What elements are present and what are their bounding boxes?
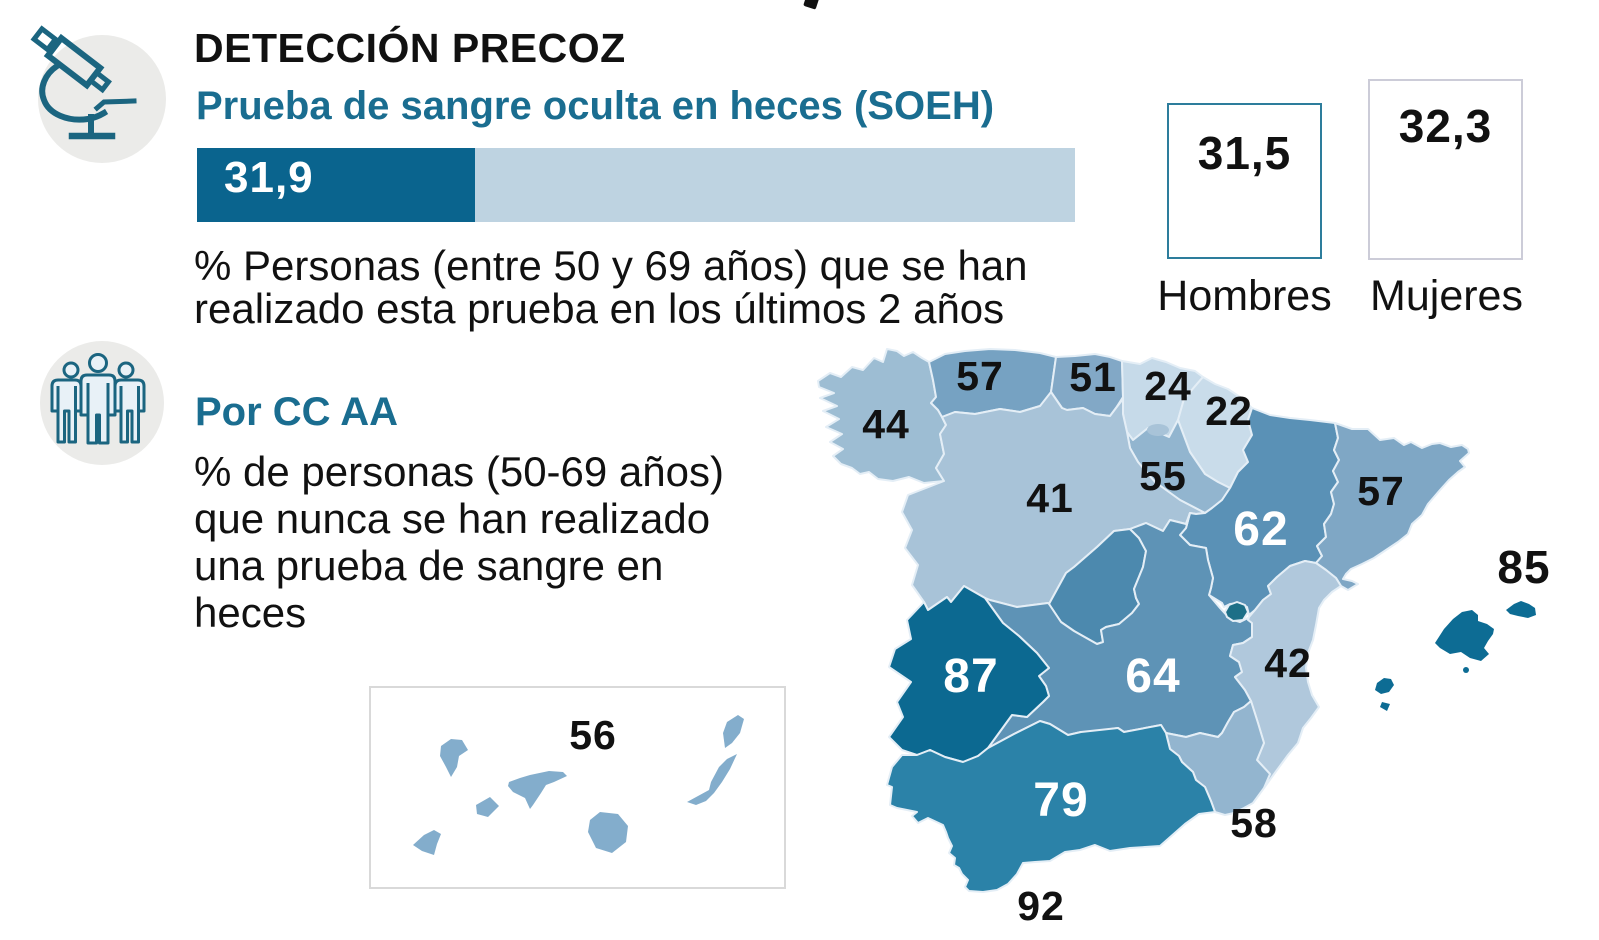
svg-text:22: 22 <box>1205 388 1253 434</box>
svg-text:41: 41 <box>1026 475 1074 521</box>
svg-text:62: 62 <box>1233 503 1288 556</box>
svg-text:85: 85 <box>1497 541 1550 593</box>
svg-text:42: 42 <box>1264 640 1312 686</box>
svg-text:44: 44 <box>862 401 910 447</box>
svg-text:92: 92 <box>1017 883 1065 929</box>
svg-text:79: 79 <box>1033 774 1088 827</box>
svg-text:64: 64 <box>1125 650 1180 703</box>
svg-text:56: 56 <box>569 712 617 758</box>
svg-text:55: 55 <box>1139 453 1187 499</box>
svg-text:51: 51 <box>1069 354 1117 400</box>
svg-text:87: 87 <box>943 650 998 703</box>
svg-text:58: 58 <box>1230 800 1278 846</box>
svg-text:57: 57 <box>1357 468 1405 514</box>
svg-text:24: 24 <box>1144 363 1192 409</box>
svg-text:57: 57 <box>956 353 1004 399</box>
